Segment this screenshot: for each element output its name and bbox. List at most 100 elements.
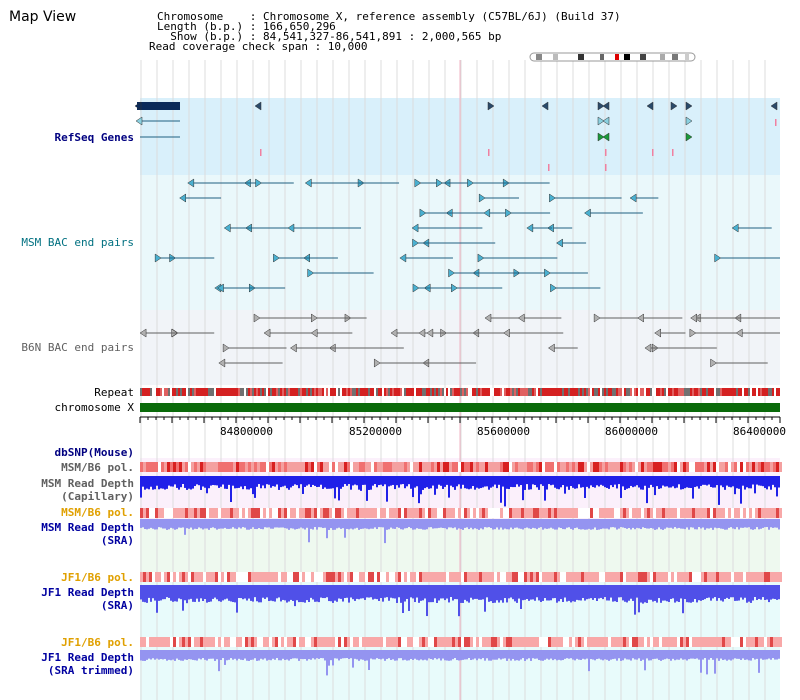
polymorphism-cell — [608, 572, 611, 582]
depth-bar — [170, 519, 172, 528]
depth-bar — [556, 476, 558, 489]
repeat-segment — [620, 388, 622, 396]
repeat-segment — [318, 388, 320, 396]
depth-bar — [296, 650, 298, 659]
polymorphism-cell — [287, 508, 290, 518]
depth-bar — [758, 476, 760, 486]
depth-bar — [254, 650, 256, 659]
depth-bar — [568, 585, 570, 601]
depth-bar — [622, 476, 624, 487]
polymorphism-cell — [563, 572, 566, 582]
gene-arrow — [685, 116, 693, 126]
depth-bar — [176, 519, 178, 530]
depth-bar — [670, 650, 672, 661]
depth-bar — [486, 585, 488, 598]
depth-bar — [756, 650, 758, 659]
track-label-msm-b6-pol-2[interactable]: MSM/B6 pol. — [61, 506, 134, 519]
depth-bar — [696, 476, 698, 487]
depth-bar — [380, 585, 382, 599]
repeat-segment — [460, 388, 462, 396]
depth-bar — [520, 650, 522, 660]
bac-end-arrow — [304, 178, 312, 188]
polymorphism-cell — [176, 508, 179, 518]
depth-bar — [546, 585, 548, 601]
polymorphism-cell — [629, 508, 632, 518]
depth-bar — [284, 476, 286, 486]
polymorphism-cell — [371, 572, 374, 582]
polymorphism-cell — [467, 462, 470, 472]
depth-bar — [202, 476, 204, 487]
repeat-segment — [176, 388, 178, 396]
depth-bar — [620, 519, 622, 528]
depth-bar — [414, 585, 416, 603]
polymorphism-cell — [530, 572, 533, 582]
track-label-msm-bac[interactable]: MSM BAC end pairs — [21, 236, 134, 249]
repeat-segment — [646, 388, 648, 396]
depth-bar — [484, 650, 486, 661]
polymorphism-cell — [392, 572, 395, 582]
polymorphism-cell — [287, 572, 290, 582]
polymorphism-cell — [245, 637, 248, 647]
depth-bar — [360, 650, 362, 660]
polymorphism-cell — [551, 462, 554, 472]
track-label-msm-depth-sra[interactable]: MSM Read Depth — [41, 521, 134, 534]
depth-bar — [506, 476, 508, 489]
depth-bar — [678, 650, 680, 660]
depth-bar — [336, 585, 338, 602]
depth-bar — [540, 650, 542, 661]
repeat-segment — [606, 388, 608, 396]
polymorphism-cell — [194, 572, 197, 582]
track-label-jf1-b6-pol[interactable]: JF1/B6 pol. — [61, 571, 134, 584]
depth-bar — [386, 585, 388, 598]
depth-bar — [542, 585, 544, 601]
polymorphism-cell — [602, 462, 605, 472]
polymorphism-cell — [692, 462, 695, 472]
depth-bar — [464, 650, 466, 660]
depth-bar — [592, 476, 594, 488]
depth-bar — [666, 476, 668, 487]
depth-bar — [754, 519, 756, 530]
polymorphism-cell — [779, 508, 782, 518]
track-label-msm-depth-capillary[interactable]: MSM Read Depth — [41, 477, 134, 490]
polymorphism-cell — [701, 572, 704, 582]
depth-bar — [244, 519, 246, 528]
polymorphism-cell — [209, 508, 212, 518]
depth-bar — [704, 650, 706, 659]
polymorphism-cell — [185, 572, 188, 582]
repeat-segment — [400, 388, 402, 396]
track-label-b6n-bac[interactable]: B6N BAC end pairs — [21, 341, 134, 354]
repeat-segment — [248, 388, 250, 396]
depth-bar — [144, 519, 146, 529]
gene-arrow — [602, 132, 610, 142]
depth-bar — [738, 476, 740, 489]
repeat-segment — [220, 388, 222, 396]
depth-bar — [684, 650, 686, 660]
track-label-jf1-b6-pol-2[interactable]: JF1/B6 pol. — [61, 636, 134, 649]
polymorphism-cell — [542, 637, 545, 647]
polymorphism-cell — [491, 508, 494, 518]
depth-bar — [638, 519, 640, 529]
depth-bar — [338, 585, 340, 599]
polymorphism-cell — [611, 637, 614, 647]
polymorphism-cell — [503, 572, 506, 582]
depth-bar — [586, 650, 588, 659]
depth-bar — [552, 476, 554, 485]
polymorphism-cell — [494, 462, 497, 472]
polymorphism-cell — [419, 572, 422, 582]
polymorphism-cell — [326, 462, 329, 472]
track-label-dbsnp[interactable]: dbSNP(Mouse) — [54, 446, 134, 459]
track-label-jf1-depth-sra[interactable]: JF1 Read Depth — [41, 586, 134, 599]
depth-bar — [470, 650, 472, 661]
ideogram-band — [600, 54, 604, 60]
polymorphism-cell — [578, 637, 581, 647]
track-label-msm-b6-pol[interactable]: MSM/B6 pol. — [61, 461, 134, 474]
depth-bar — [450, 650, 452, 661]
track-label-jf1-depth-trimmed[interactable]: JF1 Read Depth — [41, 651, 134, 664]
depth-bar — [360, 585, 362, 599]
depth-bar — [400, 476, 402, 485]
depth-bar — [732, 585, 734, 598]
track-label-refseq-genes[interactable]: RefSeq Genes — [54, 131, 134, 144]
polymorphism-cell — [551, 508, 554, 518]
depth-bar — [552, 650, 554, 661]
